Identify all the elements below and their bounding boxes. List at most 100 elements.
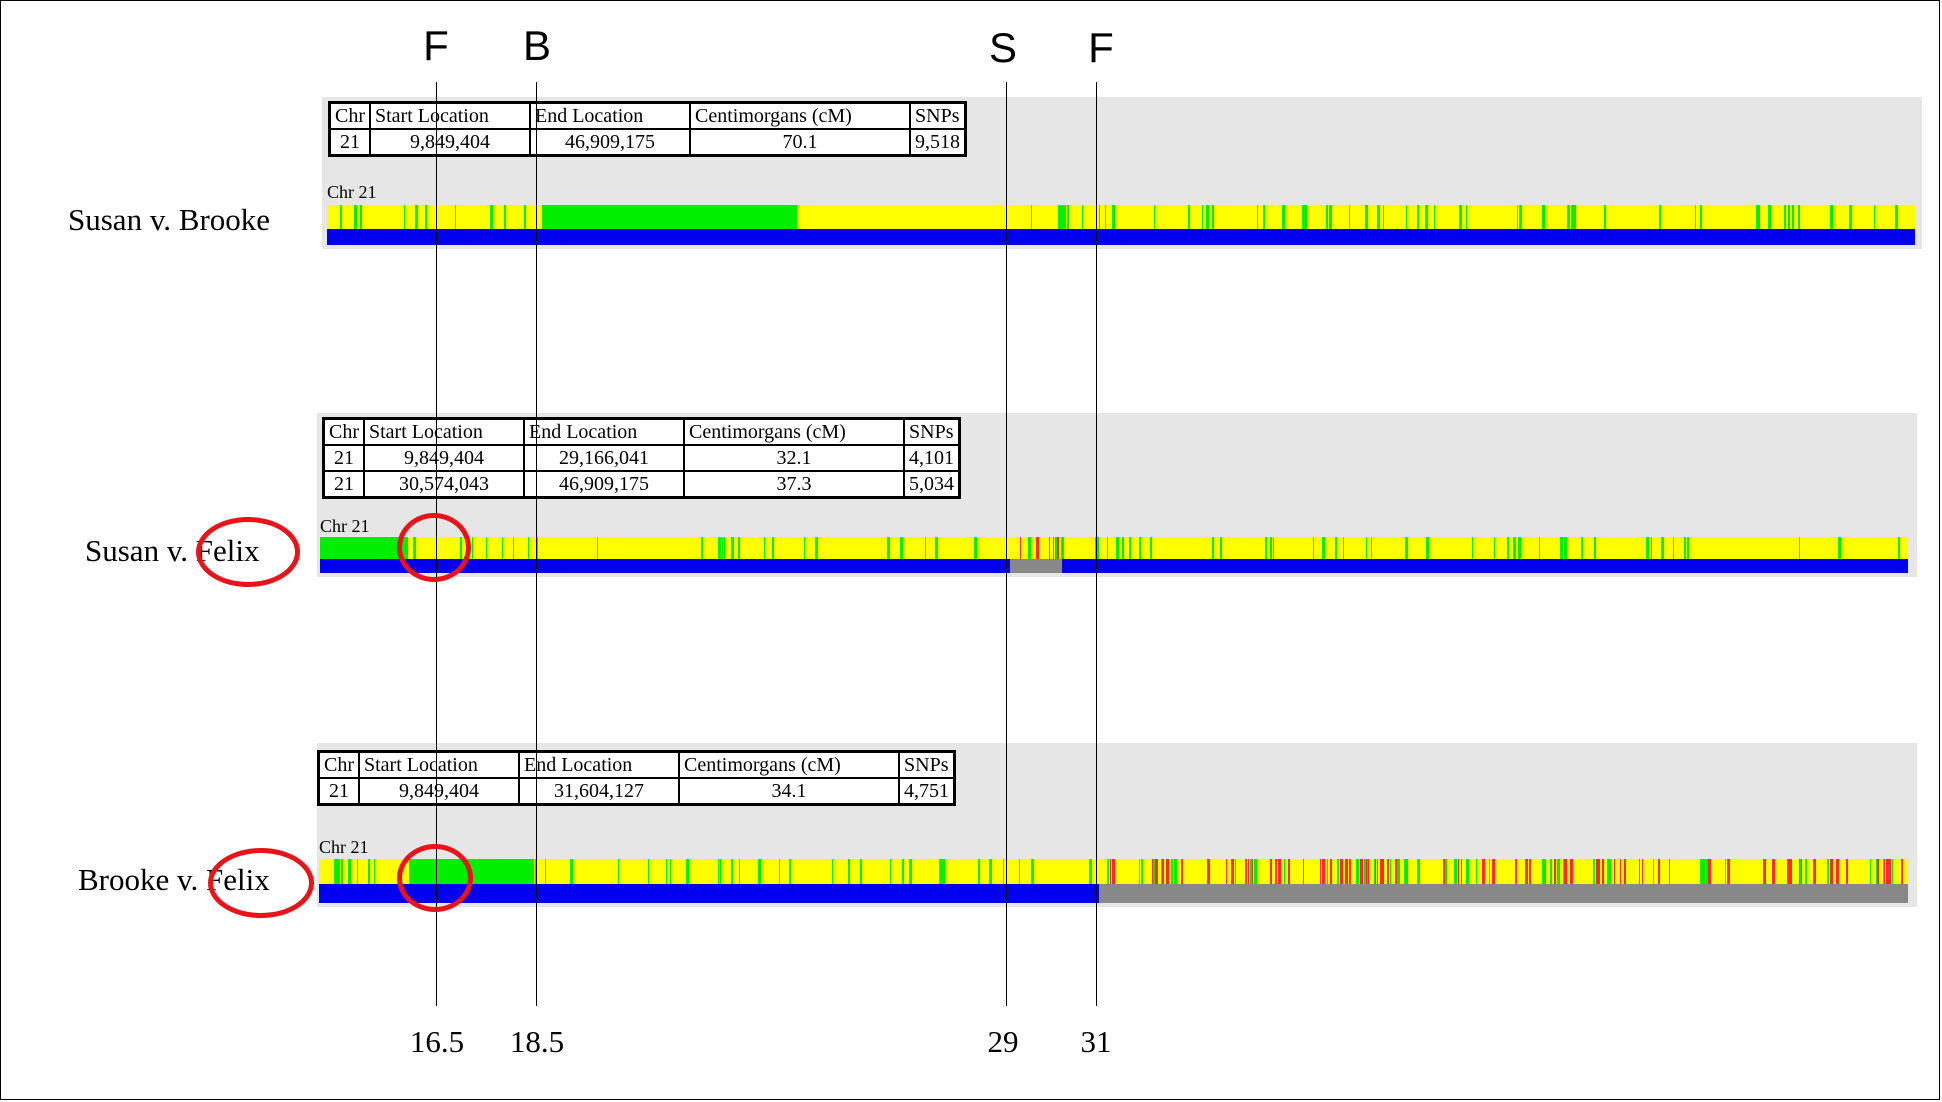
full-match-mark [1383, 205, 1384, 229]
full-match-mark [939, 859, 942, 884]
full-match-mark [1364, 859, 1367, 884]
no-match-mark [1155, 859, 1158, 884]
full-match-mark [1405, 859, 1408, 884]
no-match-mark [1624, 859, 1626, 884]
no-match-mark [1554, 859, 1556, 884]
full-match-mark [1684, 537, 1686, 559]
segment-table-brooke-felix: Chr Start Location End Location Centimor… [317, 750, 956, 806]
full-match-mark [1313, 537, 1314, 559]
marker-letter-f: F [423, 22, 449, 69]
full-match-mark [666, 859, 667, 884]
full-match-mark [1082, 205, 1083, 229]
full-match-mark [1659, 205, 1661, 229]
chromosome-bar-susan-felix [320, 537, 1908, 573]
full-match-mark [1466, 859, 1469, 884]
full-match-mark [1282, 205, 1283, 229]
marker-letter-s: S [988, 24, 1018, 71]
full-match-mark [1593, 859, 1595, 884]
no-match-mark [1112, 859, 1115, 884]
no-match-mark [1639, 859, 1640, 884]
marker-value: 29 [987, 1024, 1019, 1059]
no-match-mark [1763, 859, 1765, 884]
marker-line-s-29 [1006, 82, 1007, 1006]
no-match-mark [1787, 859, 1790, 884]
full-match-mark [1494, 537, 1495, 559]
full-match-mark [1349, 205, 1350, 229]
full-match-mark [1784, 205, 1786, 229]
full-match-mark [1800, 859, 1801, 884]
full-match-mark [1805, 859, 1807, 884]
full-match-mark [1326, 205, 1328, 229]
full-match-mark [1327, 859, 1328, 884]
header-snps: SNPs [903, 417, 961, 446]
table-row: 21 9,849,404 29,166,041 32.1 4,101 [322, 444, 961, 472]
full-match-mark [1476, 859, 1477, 884]
full-match-mark [1273, 537, 1274, 559]
full-match-mark [1459, 205, 1462, 229]
cell-start: 9,849,404 [369, 128, 531, 157]
full-match-mark [1406, 205, 1407, 229]
no-match-mark [1890, 859, 1891, 884]
full-match-mark [1609, 859, 1611, 884]
full-match-mark [1116, 537, 1119, 559]
no-match-mark [1790, 859, 1792, 884]
no-match-mark [1493, 859, 1494, 884]
full-match-mark [1371, 537, 1372, 559]
full-match-mark [1405, 537, 1408, 559]
full-match-mark [374, 859, 375, 884]
full-match-mark [1571, 205, 1573, 229]
full-match-mark [1539, 537, 1540, 559]
full-match-mark [731, 537, 734, 559]
full-match-mark [1582, 537, 1583, 559]
full-match-mark [1129, 537, 1131, 559]
full-match-mark [1550, 859, 1552, 884]
full-match-mark [1212, 205, 1214, 229]
full-match-mark [1329, 205, 1332, 229]
full-match-mark [989, 859, 992, 884]
marker-line-f-31 [1096, 82, 1097, 1006]
no-match-mark [1443, 859, 1446, 884]
full-match-mark [570, 859, 573, 884]
full-match-mark [738, 537, 740, 559]
no-match-mark [1602, 859, 1604, 884]
full-match-mark [472, 537, 473, 559]
full-match-mark [368, 859, 370, 884]
no-match-mark [1053, 537, 1054, 559]
cell-chr: 21 [322, 444, 365, 472]
no-match-mark [1614, 859, 1615, 884]
full-match-mark [1883, 859, 1884, 884]
no-match-mark [1278, 859, 1281, 884]
no-match-mark [1813, 859, 1816, 884]
no-match-mark [1166, 859, 1169, 884]
full-match-mark [1254, 859, 1257, 884]
chr-label: Chr 21 [327, 182, 377, 202]
full-match-mark [1390, 859, 1391, 884]
full-match-mark [724, 537, 725, 559]
full-match-mark [1604, 205, 1606, 229]
match-track [319, 859, 1908, 884]
full-match-mark [1418, 205, 1419, 229]
no-match-mark [1049, 537, 1050, 559]
full-match-mark [1519, 205, 1522, 229]
full-match-mark [1202, 205, 1203, 229]
full-match-mark [1518, 537, 1521, 559]
header-start: Start Location [363, 417, 525, 446]
full-match-mark [490, 205, 493, 229]
full-match-mark [1454, 859, 1457, 884]
full-match-mark [1566, 537, 1567, 559]
no-match-mark [1036, 537, 1039, 559]
full-match-mark [415, 205, 418, 229]
full-match-mark [758, 859, 761, 884]
chr-label: Chr 21 [320, 516, 370, 536]
no-match-mark [1252, 859, 1253, 884]
full-match-mark [1366, 205, 1368, 229]
full-match-mark [1434, 205, 1435, 229]
cell-end: 31,604,127 [518, 777, 680, 806]
full-match-mark [1099, 205, 1100, 229]
full-match-mark [1849, 205, 1852, 229]
no-match-mark [1387, 859, 1389, 884]
full-match-mark [1472, 537, 1473, 559]
full-match-mark [1798, 205, 1800, 229]
full-match-mark [354, 205, 357, 229]
full-match-mark [1056, 537, 1057, 559]
